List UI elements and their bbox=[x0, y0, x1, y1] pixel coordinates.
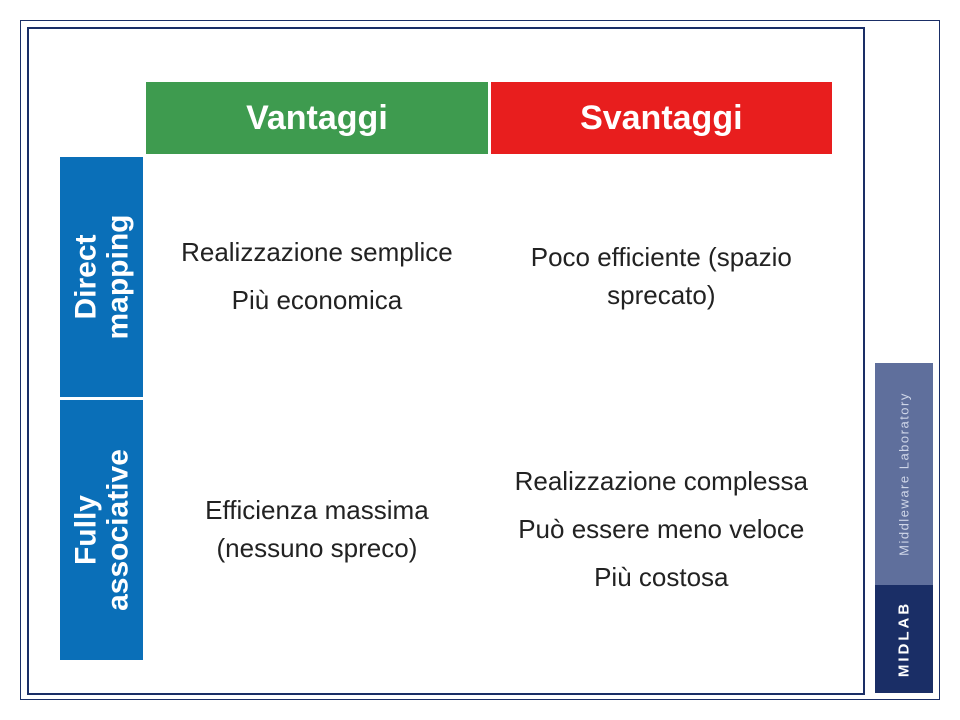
row-label-direct-mapping: Direct mapping bbox=[60, 157, 143, 397]
comparison-table: Vantaggi Svantaggi Direct mapping Realiz… bbox=[57, 79, 835, 663]
slide-frame: Vantaggi Svantaggi Direct mapping Realiz… bbox=[20, 20, 940, 700]
cell-text: Realizzazione semplice bbox=[160, 234, 473, 272]
table-row: Fully associative Efficienza massima (ne… bbox=[60, 400, 832, 660]
cell-text: Poco efficiente (spazio sprecato) bbox=[505, 239, 818, 314]
brand-title-block: MIDLAB bbox=[875, 585, 933, 693]
cell-text: Può essere meno veloce bbox=[505, 511, 818, 549]
cell-text: Più costosa bbox=[505, 559, 818, 597]
header-advantages: Vantaggi bbox=[146, 82, 487, 154]
brand-title: MIDLAB bbox=[896, 601, 913, 677]
header-blank bbox=[60, 82, 143, 154]
header-disadvantages: Svantaggi bbox=[491, 82, 832, 154]
row-label-line: Direct bbox=[69, 234, 102, 319]
brand-subtitle-block: Middleware Laboratory bbox=[875, 363, 933, 585]
cell-text: Realizzazione complessa bbox=[505, 463, 818, 501]
row-label-line: mapping bbox=[101, 215, 134, 340]
table-row: Direct mapping Realizzazione semplice Pi… bbox=[60, 157, 832, 397]
cell-advantages: Realizzazione semplice Più economica bbox=[146, 157, 487, 397]
cell-disadvantages: Poco efficiente (spazio sprecato) bbox=[491, 157, 832, 397]
table-header-row: Vantaggi Svantaggi bbox=[60, 82, 832, 154]
slide-content: Vantaggi Svantaggi Direct mapping Realiz… bbox=[27, 27, 865, 695]
cell-disadvantages: Realizzazione complessa Può essere meno … bbox=[491, 400, 832, 660]
cell-text: Efficienza massima (nessuno spreco) bbox=[160, 492, 473, 567]
row-label-line: Fully bbox=[69, 495, 102, 565]
brand-subtitle: Middleware Laboratory bbox=[897, 392, 912, 556]
cell-advantages: Efficienza massima (nessuno spreco) bbox=[146, 400, 487, 660]
cell-text: Più economica bbox=[160, 282, 473, 320]
row-label-fully-associative: Fully associative bbox=[60, 400, 143, 660]
row-label-line: associative bbox=[101, 449, 134, 611]
brand-sidebar: Middleware Laboratory MIDLAB bbox=[875, 363, 933, 693]
